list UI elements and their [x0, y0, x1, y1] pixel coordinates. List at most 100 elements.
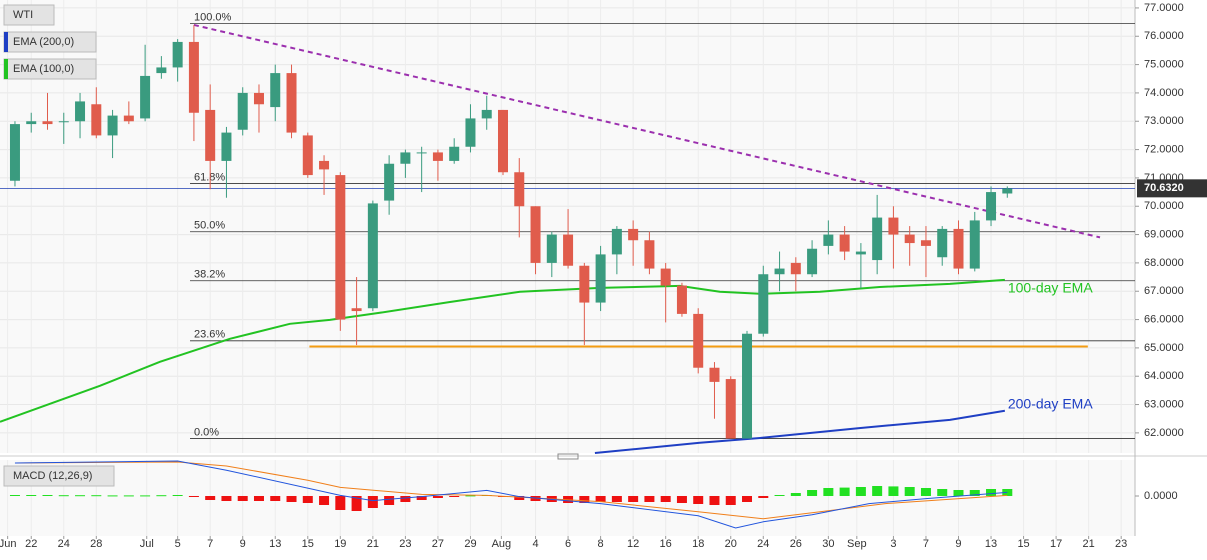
macd-bar — [26, 495, 37, 496]
macd-bar — [351, 496, 362, 511]
macd-bar — [920, 488, 931, 496]
legend: WTI EMA (200,0) EMA (100,0) MACD (12,26,… — [3, 4, 115, 487]
macd-line — [14, 461, 1008, 520]
macd-bar — [75, 495, 86, 497]
candle-body — [335, 175, 346, 320]
macd-line — [14, 460, 1008, 529]
candle-body — [432, 152, 443, 161]
macd-bar — [205, 496, 216, 500]
candle-body — [172, 41, 183, 68]
x-tick-label: 4 — [532, 538, 538, 550]
ema-label: 200-day EMA — [1008, 395, 1093, 411]
legend-box — [3, 465, 115, 487]
candle-body — [758, 274, 769, 334]
x-tick-label: 22 — [25, 538, 37, 550]
x-tick-label: 5 — [175, 538, 181, 550]
x-tick-label: 26 — [790, 538, 802, 550]
candle-body — [75, 101, 86, 122]
candle-body — [1002, 188, 1013, 194]
macd-bar — [660, 496, 671, 502]
macd-bar — [742, 496, 753, 502]
legend-swatch — [4, 32, 8, 52]
fib-label: 23.6% — [194, 329, 225, 341]
candle-body — [58, 121, 69, 123]
macd-bar — [140, 495, 151, 497]
candle-body — [188, 41, 199, 113]
macd-bar — [790, 493, 801, 496]
candle-body — [237, 92, 248, 130]
macd-bar — [400, 496, 411, 502]
macd-bar — [611, 496, 622, 502]
x-tick-label: 6 — [565, 538, 571, 550]
x-tick-label: 23 — [399, 538, 411, 550]
macd-bar — [855, 487, 866, 496]
candle-body — [497, 109, 508, 173]
fib-label: 50.0% — [194, 220, 225, 232]
candle-body — [26, 121, 37, 125]
candle-body — [660, 268, 671, 286]
y-tick-label: 68.0000 — [1144, 257, 1184, 269]
candle-body — [676, 285, 687, 314]
x-tick-label: Aug — [492, 538, 512, 550]
candle-body — [644, 240, 655, 269]
candle-body — [319, 160, 330, 170]
x-tick-label: 13 — [269, 538, 281, 550]
candle-body — [628, 228, 639, 241]
x-tick-label: 23 — [1115, 538, 1127, 550]
y-tick-label: 72.0000 — [1144, 143, 1184, 155]
price-tag-label: 70.6320 — [1144, 182, 1184, 194]
candle-body — [123, 115, 134, 122]
candle-body — [465, 118, 476, 147]
candle-body — [611, 228, 622, 255]
macd-bar — [107, 495, 118, 497]
candle-body — [9, 124, 20, 181]
y-tick-label: 63.0000 — [1144, 398, 1184, 410]
macd-bar — [579, 496, 590, 503]
candle-body — [823, 234, 834, 246]
candle-body — [530, 206, 541, 263]
macd-bar — [9, 495, 20, 496]
candle-body — [937, 228, 948, 258]
ema-line — [0, 278, 1005, 423]
y-tick-label: 76.0000 — [1144, 30, 1184, 42]
macd-bar — [823, 488, 834, 496]
macd-bar — [384, 496, 395, 505]
candle-body — [449, 146, 460, 161]
y-tick-label: 75.0000 — [1144, 58, 1184, 70]
candle-body — [270, 73, 281, 108]
macd-bar — [156, 495, 167, 497]
macd-bar — [465, 495, 476, 497]
candle-body — [595, 254, 606, 303]
candle-body — [579, 265, 590, 303]
macd-bar — [302, 496, 313, 503]
candle-body — [140, 75, 151, 119]
candle-body — [514, 172, 525, 207]
y-tick-label: 62.0000 — [1144, 427, 1184, 439]
candle-body — [709, 367, 720, 382]
legend-box — [3, 4, 55, 26]
macd-bar — [58, 495, 69, 497]
candle-body — [807, 248, 818, 275]
x-tick-label: 18 — [692, 538, 704, 550]
macd-bar — [237, 496, 248, 501]
y-tick-label: 69.0000 — [1144, 228, 1184, 240]
candle-body — [302, 135, 313, 176]
x-tick-label: 9 — [955, 538, 961, 550]
macd-bar — [188, 496, 199, 497]
x-tick-label: 28 — [90, 538, 102, 550]
x-tick-label: 3 — [890, 538, 896, 550]
candle-body — [481, 109, 492, 119]
candle-body — [725, 379, 736, 439]
panel-grip[interactable] — [557, 453, 579, 460]
candle-body — [774, 268, 785, 275]
x-tick-label: 20 — [725, 538, 737, 550]
legend-label: WTI — [13, 9, 33, 21]
macd-bar — [432, 496, 443, 498]
x-tick-label: 29 — [464, 538, 476, 550]
candle-body — [286, 73, 297, 133]
macd-bar — [888, 486, 899, 496]
macd-bar — [514, 496, 525, 500]
macd-bar — [416, 496, 427, 500]
candle-body — [920, 240, 931, 246]
